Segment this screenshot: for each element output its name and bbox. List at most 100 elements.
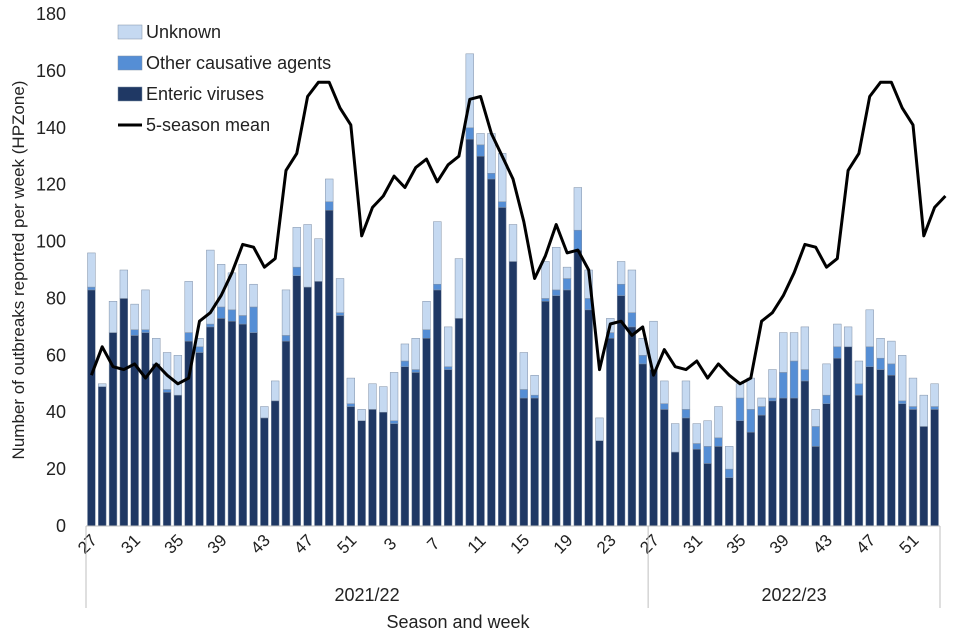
- bar-unknown: [206, 249, 215, 325]
- bar-other: [389, 420, 399, 424]
- bar-enteric: [811, 446, 820, 527]
- bar-unknown: [271, 380, 280, 402]
- bar-other: [422, 329, 431, 339]
- bar-other: [876, 357, 885, 370]
- bar-enteric: [314, 281, 323, 527]
- bar-enteric: [638, 363, 647, 527]
- bar-enteric: [379, 411, 388, 527]
- bar-other: [335, 312, 345, 316]
- bar-unknown: [314, 238, 323, 282]
- bar-enteric: [173, 394, 183, 527]
- bar-unknown: [152, 338, 161, 365]
- bar-other: [660, 403, 669, 410]
- bar-enteric: [552, 295, 561, 527]
- bar-unknown: [249, 283, 258, 308]
- bar-other: [692, 443, 701, 450]
- bar-other: [433, 283, 442, 291]
- bar-other: [714, 437, 723, 447]
- x-tick-label: 11: [464, 531, 490, 557]
- bar-enteric: [411, 372, 420, 527]
- bar-unknown: [595, 417, 604, 441]
- bar-enteric: [595, 440, 604, 527]
- bar-other: [465, 127, 474, 140]
- bar-unknown: [389, 372, 399, 422]
- bar-unknown: [919, 394, 928, 427]
- bar-other: [822, 394, 831, 404]
- bar-unknown: [422, 301, 431, 330]
- bar-other: [411, 369, 420, 373]
- bar-enteric: [768, 400, 777, 527]
- bar-other: [887, 363, 896, 376]
- bar-enteric: [779, 397, 788, 527]
- bar-unknown: [681, 380, 691, 410]
- bar-enteric: [216, 318, 226, 527]
- bar-other: [519, 389, 528, 399]
- bar-unknown: [184, 281, 193, 333]
- bar-unknown: [887, 340, 896, 365]
- y-axis-title: Number of outbreaks reported per week (H…: [9, 81, 28, 460]
- bar-enteric: [508, 261, 518, 527]
- bar-other: [249, 306, 258, 333]
- bar-enteric: [281, 340, 291, 527]
- bar-other: [930, 406, 939, 410]
- bar-unknown: [703, 420, 712, 447]
- bar-enteric: [227, 320, 237, 527]
- bar-enteric: [152, 363, 161, 527]
- bar-other: [908, 406, 918, 410]
- bar-unknown: [757, 397, 766, 407]
- bar-enteric: [714, 446, 723, 527]
- bar-enteric: [530, 397, 539, 527]
- legend: Unknown Other causative agents Enteric vir…: [117, 22, 331, 135]
- bar-enteric: [454, 318, 464, 527]
- bar-enteric: [573, 249, 583, 527]
- x-tick-label: 39: [204, 531, 231, 558]
- y-tick-label: 120: [36, 175, 66, 195]
- x-tick-label: 39: [766, 531, 793, 558]
- bar-unknown: [768, 369, 777, 399]
- y-tick-label: 0: [56, 516, 66, 536]
- bar-other: [541, 298, 550, 302]
- season-label: 2022/23: [762, 585, 827, 605]
- y-tick-label: 180: [36, 4, 66, 24]
- bar-unknown: [779, 332, 788, 373]
- bar-enteric: [898, 403, 907, 527]
- x-tick-label: 47: [290, 531, 317, 558]
- legend-label-unknown: Unknown: [146, 22, 221, 42]
- bar-unknown: [130, 303, 139, 330]
- bar-other: [325, 201, 334, 211]
- bar-enteric: [649, 369, 658, 527]
- bar-enteric: [162, 392, 172, 527]
- legend-label-enteric: Enteric viruses: [146, 84, 264, 104]
- bar-enteric: [735, 420, 745, 527]
- bar-enteric: [389, 423, 399, 527]
- bar-enteric: [692, 448, 701, 527]
- bar-enteric: [206, 326, 215, 527]
- bar-unknown: [433, 221, 442, 285]
- bar-other: [87, 286, 96, 291]
- bar-other: [854, 383, 864, 396]
- bar-unknown: [541, 261, 550, 299]
- bar-enteric: [843, 346, 853, 527]
- bar-unknown: [465, 53, 474, 129]
- bar-unknown: [930, 383, 939, 407]
- bar-other: [206, 323, 215, 328]
- bar-unknown: [238, 264, 247, 316]
- bar-other: [735, 397, 745, 422]
- legend-label-other: Other causative agents: [146, 53, 331, 73]
- y-tick-label: 80: [46, 288, 66, 308]
- bar-unknown: [519, 352, 528, 390]
- bar-unknown: [368, 383, 377, 410]
- bar-unknown: [854, 360, 864, 385]
- bar-enteric: [487, 178, 496, 527]
- bar-enteric: [465, 138, 474, 527]
- bar-unknown: [822, 363, 831, 396]
- bar-unknown: [692, 423, 701, 444]
- mean-line-group: [89, 80, 947, 386]
- bar-unknown: [908, 377, 918, 407]
- bar-unknown: [292, 227, 301, 268]
- bar-unknown: [173, 355, 183, 396]
- bar-enteric: [249, 332, 258, 527]
- bar-unknown: [454, 258, 464, 319]
- bar-enteric: [519, 397, 528, 527]
- y-tick-label: 20: [46, 459, 66, 479]
